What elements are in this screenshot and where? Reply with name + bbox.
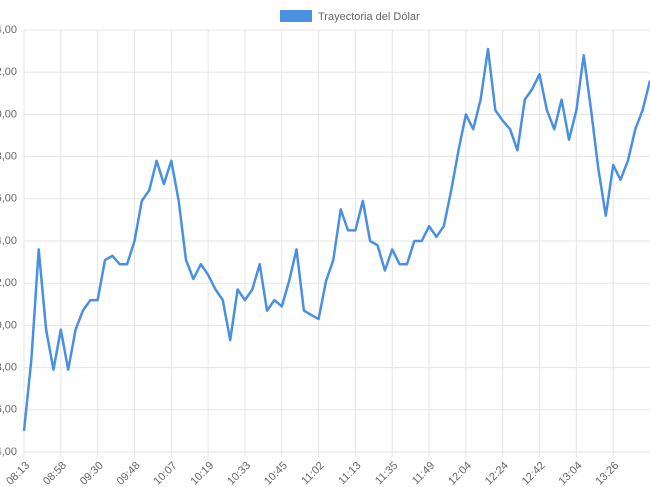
y-tick-label: 6,00 (0, 404, 17, 416)
y-tick-label: 4,00 (0, 446, 17, 458)
x-tick-label: 11:35 (373, 460, 400, 487)
y-tick-label: 4,00 (0, 235, 17, 247)
x-tick-label: 12:42 (520, 460, 548, 487)
x-tick-label: 11:49 (410, 460, 437, 487)
x-tick-label: 13:26 (593, 460, 621, 487)
y-tick-label: 6,00 (0, 193, 17, 205)
y-tick-label: 0,00 (0, 319, 17, 331)
y-tick-label: 2,00 (0, 277, 17, 289)
x-tick-label: 10:07 (152, 460, 180, 487)
x-tick-label: 09:48 (115, 460, 143, 487)
x-tick-label: 11:02 (299, 460, 326, 487)
line-series (22, 47, 650, 432)
y-tick-label: 2,00 (0, 66, 17, 78)
legend-label: Trayectoria del Dólar (318, 11, 420, 23)
x-tick-label: 13:04 (557, 460, 585, 487)
legend-swatch (280, 10, 312, 22)
x-tick-label: 10:45 (262, 460, 290, 487)
x-tick-label: 08:58 (41, 460, 69, 487)
x-tick-label: 12:24 (483, 460, 511, 487)
x-tick-label: 10:19 (188, 460, 216, 487)
y-tick-label: 0,00 (0, 108, 17, 120)
y-tick-label: 4,00 (0, 24, 17, 36)
x-tick-label: 08:13 (4, 460, 32, 487)
x-tick-label: 10:33 (225, 460, 253, 487)
y-tick-label: 8,00 (0, 362, 17, 374)
y-tick-label: 8,00 (0, 151, 17, 163)
x-tick-label: 12:04 (446, 460, 474, 487)
x-tick-label: 11:13 (336, 460, 363, 487)
x-tick-label: 09:30 (78, 460, 106, 487)
